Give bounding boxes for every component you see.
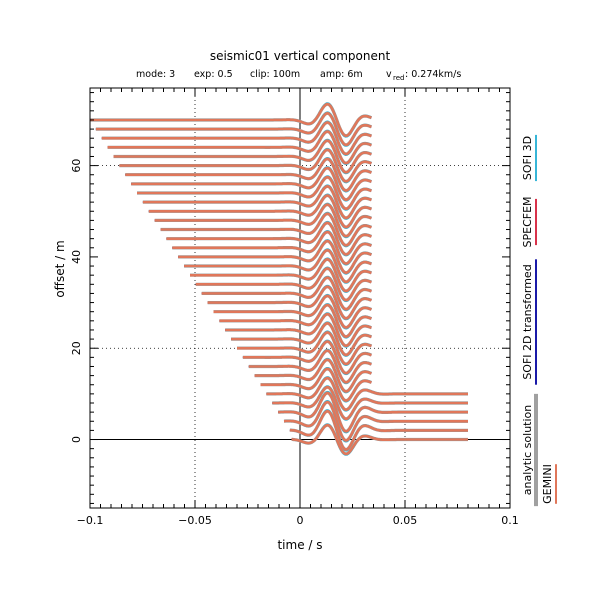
trace-line bbox=[154, 203, 372, 238]
legend-label: GEMINI bbox=[541, 464, 554, 504]
trace-line bbox=[148, 194, 372, 229]
trace-line bbox=[142, 185, 372, 220]
subtitle-vred-symbol: v bbox=[386, 69, 392, 80]
trace-line bbox=[271, 385, 469, 421]
subtitle-vred-value: : 0.274km/s bbox=[405, 69, 461, 80]
trace-line bbox=[242, 340, 373, 375]
trace-line bbox=[101, 121, 372, 156]
trace-line bbox=[230, 321, 373, 357]
trace-line bbox=[289, 409, 469, 451]
y-axis-label: offset / m bbox=[53, 240, 67, 297]
x-tick-label: 0.1 bbox=[501, 514, 519, 527]
subtitle-exp: exp: 0.5 bbox=[194, 69, 233, 80]
x-tick-label: 0 bbox=[297, 514, 304, 527]
trace-line bbox=[177, 239, 372, 275]
trace-line bbox=[266, 376, 469, 411]
trace-line bbox=[259, 367, 373, 402]
legend: SOFI 3D SPECFEM SOFI 2D transformed analyti… bbox=[521, 134, 557, 507]
legend-label: SOFI 3D bbox=[521, 136, 534, 180]
trace-line bbox=[291, 423, 469, 456]
x-axis-label: time / s bbox=[277, 538, 322, 552]
chart-subtitle: mode: 3 exp: 0.5 clip: 100m amp: 6m v re… bbox=[136, 69, 461, 82]
trace-line bbox=[107, 130, 372, 165]
legend-label: SOFI 2D transformed bbox=[521, 264, 534, 379]
axis-ticks: −0.1 −0.05 0 0.05 0.1 0 20 40 60 bbox=[70, 88, 519, 527]
trace-line bbox=[183, 248, 372, 284]
x-tick-label: 0.05 bbox=[393, 514, 418, 527]
trace-line bbox=[248, 349, 373, 384]
trace-line bbox=[201, 276, 372, 311]
trace-line bbox=[212, 294, 372, 329]
trace-line bbox=[166, 221, 372, 256]
trace-line bbox=[95, 111, 372, 147]
trace-line bbox=[171, 230, 372, 265]
trace-line bbox=[119, 148, 372, 183]
trace-line bbox=[277, 391, 469, 433]
trace-line bbox=[160, 212, 372, 247]
trace-line bbox=[125, 157, 372, 192]
trace-line bbox=[283, 400, 469, 442]
legend-label: analytic solution bbox=[521, 405, 534, 496]
trace-line bbox=[189, 258, 372, 293]
trace-line bbox=[195, 267, 372, 302]
y-tick-label: 0 bbox=[70, 436, 83, 443]
y-tick-label: 20 bbox=[70, 341, 83, 355]
trace-line bbox=[136, 175, 372, 211]
trace-line bbox=[131, 166, 372, 201]
trace-line bbox=[253, 358, 373, 393]
y-tick-label: 60 bbox=[70, 159, 83, 173]
subtitle-clip: clip: 100m bbox=[250, 69, 300, 80]
subtitle-vred-subscript: red bbox=[393, 74, 404, 82]
legend-label: SPECFEM bbox=[521, 196, 534, 247]
trace-line bbox=[236, 331, 373, 366]
subtitle-amp: amp: 6m bbox=[320, 69, 363, 80]
trace-line bbox=[224, 312, 372, 348]
trace-line bbox=[207, 285, 372, 320]
trace-line bbox=[90, 102, 372, 138]
y-tick-label: 40 bbox=[70, 250, 83, 264]
chart-title: seismic01 vertical component bbox=[210, 49, 391, 63]
subtitle-mode: mode: 3 bbox=[136, 69, 175, 80]
trace-line bbox=[218, 303, 372, 338]
trace-line bbox=[113, 139, 372, 174]
trace-area bbox=[89, 102, 469, 456]
x-tick-label: −0.05 bbox=[178, 514, 212, 527]
x-tick-label: −0.1 bbox=[77, 514, 104, 527]
